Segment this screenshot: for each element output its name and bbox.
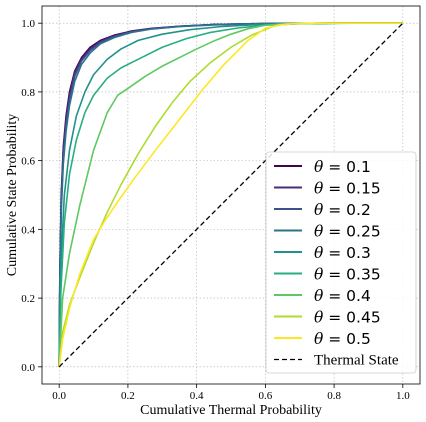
series-line [58,22,403,367]
legend-label: Thermal State [314,353,399,369]
legend-label: θ = 0.5 [314,330,371,348]
x-tick-label: 0.6 [258,390,272,402]
y-tick-label: 0.2 [21,293,35,305]
series-line [58,22,404,368]
series-lines [58,22,404,368]
x-tick-label: 0.8 [327,390,341,402]
series-line [58,22,403,367]
legend-label: θ = 0.15 [314,180,381,198]
legend-label: θ = 0.45 [314,309,381,327]
y-tick-label: 0.0 [21,362,35,374]
legend-label: θ = 0.35 [314,266,381,284]
series-line [58,22,403,367]
y-tick-label: 0.4 [21,224,35,236]
y-tick-label: 0.6 [21,156,35,168]
legend-box [265,151,417,374]
x-tick-label: 1.0 [396,390,410,402]
legend-label: θ = 0.1 [314,158,371,176]
y-tick-label: 0.8 [21,87,35,99]
x-tick-label: 0.2 [121,390,135,402]
legend-label: θ = 0.25 [314,223,381,241]
x-tick-label: 0.0 [52,390,66,402]
series-line [58,22,403,367]
plot-frame [41,5,421,385]
legend: θ = 0.1 θ = 0.15 θ = 0.2 θ = 0.25 θ = 0.3 θ =… [265,151,417,374]
y-axis-label: Cumulative State Probability [5,114,20,277]
x-tick-label: 0.4 [190,390,204,402]
legend-label: θ = 0.3 [314,244,371,262]
legend-label: θ = 0.2 [314,201,371,219]
legend-label: θ = 0.4 [314,287,371,305]
axis-ticks: 0.0 0.2 0.4 0.6 0.8 1.0 0.0 0.2 0.4 0.6 0.8 1.0 [21,18,410,402]
x-axis-label: Cumulative Thermal Probability [140,403,322,418]
y-tick-label: 1.0 [21,18,35,30]
